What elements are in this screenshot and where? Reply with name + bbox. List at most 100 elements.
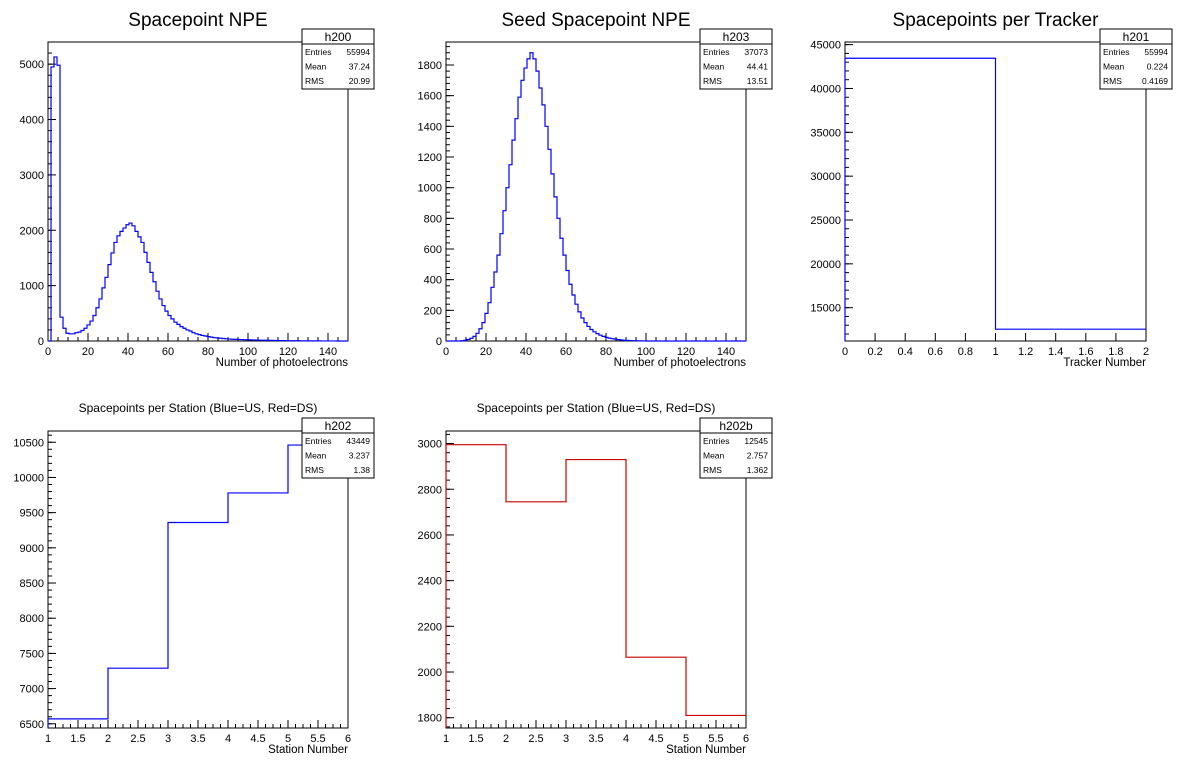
x-tick-label: 1.6: [1078, 346, 1093, 358]
histogram-line: [446, 52, 746, 342]
x-tick-label: 4: [623, 733, 629, 745]
x-tick-label: 3.5: [588, 733, 603, 745]
chart-title: Spacepoints per Station (Blue=US, Red=DS…: [477, 401, 716, 415]
histogram-line: [47, 444, 348, 728]
stats-box: h203 Entries 37073 Mean 44.41 RMS 13.51: [699, 28, 773, 90]
y-tick-label: 0: [38, 336, 44, 348]
y-tick-label: 3000: [20, 170, 44, 182]
y-tick-label: 40000: [810, 83, 841, 95]
x-tick-label: 1: [992, 346, 998, 358]
histogram-line: [445, 444, 746, 728]
x-axis-label: Station Number: [268, 744, 348, 756]
stats-box: h202b Entries 12545 Mean 2.757 RMS 1.362: [699, 417, 773, 479]
x-tick-label: 1.2: [1018, 346, 1033, 358]
y-tick-label: 6500: [20, 719, 44, 731]
stats-entries-label: Entries: [305, 47, 331, 57]
x-tick-label: 0: [842, 346, 848, 358]
x-tick-label: 6: [743, 733, 749, 745]
stats-entries-value: 55994: [1144, 47, 1168, 57]
x-tick-label: 3: [563, 733, 569, 745]
y-tick-label: 1600: [418, 91, 442, 103]
y-tick-label: 5000: [20, 59, 44, 71]
histogram-line: [48, 56, 348, 342]
x-tick-label: 0: [45, 346, 51, 358]
stats-mean-value: 0.224: [1147, 62, 1169, 72]
stats-mean-label: Mean: [703, 451, 725, 461]
stats-mean-label: Mean: [703, 62, 725, 72]
histogram-panel-5: Spacepoints per Station (Blue=US, Red=DS…: [418, 401, 773, 756]
y-tick-label: 400: [424, 275, 442, 287]
x-tick-label: 0.6: [928, 346, 943, 358]
y-tick-label: 1800: [418, 713, 442, 725]
stats-box: h200 Entries 55994 Mean 37.24 RMS 20.99: [301, 28, 375, 90]
y-tick-label: 2800: [418, 484, 442, 496]
x-tick-label: 4.5: [648, 733, 663, 745]
x-tick-label: 0: [443, 346, 449, 358]
stats-box-frame: [1099, 28, 1173, 90]
chart-title: Spacepoint NPE: [128, 10, 267, 31]
chart-title: Spacepoints per Tracker: [893, 10, 1100, 31]
stats-name: h202b: [719, 419, 753, 433]
x-tick-label: 1.5: [70, 733, 85, 745]
stats-mean-label: Mean: [1103, 62, 1125, 72]
stats-box-frame: [699, 28, 773, 90]
x-tick-label: 140: [717, 346, 735, 358]
x-tick-label: 4: [225, 733, 231, 745]
x-tick-label: 100: [637, 346, 655, 358]
x-tick-label: 5.5: [708, 733, 723, 745]
x-axis-label: Number of photoelectrons: [614, 357, 747, 369]
y-tick-label: 10500: [13, 437, 44, 449]
y-tick-label: 1800: [418, 60, 442, 72]
x-tick-label: 5: [683, 733, 689, 745]
stats-box-frame: [699, 417, 773, 479]
y-tick-label: 7000: [20, 684, 44, 696]
stats-rms-label: RMS: [1103, 76, 1122, 86]
x-tick-label: 80: [202, 346, 214, 358]
stats-name: h203: [723, 30, 750, 44]
stats-box-frame: [301, 417, 375, 479]
histogram-panel-1: Spacepoint NPE 0 20 40 60 80 100 120 140 0 1000 200…: [20, 10, 375, 369]
stats-rms-label: RMS: [703, 465, 722, 475]
stats-mean-value: 2.757: [747, 451, 769, 461]
x-tick-label: 20: [480, 346, 492, 358]
histogram-panel-3: Spacepoints per Tracker 0 0.2 0.4 0.6 0.8 1 1.2…: [810, 10, 1173, 369]
chart-title: Spacepoints per Station (Blue=US, Red=DS…: [79, 401, 318, 415]
x-tick-label: 4.5: [250, 733, 265, 745]
y-tick-label: 200: [424, 305, 442, 317]
stats-rms-value: 0.4169: [1142, 76, 1168, 86]
stats-entries-value: 43449: [346, 436, 370, 446]
stats-box: h201 Entries 55994 Mean 0.224 RMS 0.4169: [1099, 28, 1173, 90]
x-tick-label: 100: [239, 346, 257, 358]
x-tick-label: 5: [285, 733, 291, 745]
y-tick-label: 4000: [20, 115, 44, 127]
y-tick-label: 600: [424, 244, 442, 256]
x-tick-label: 2.5: [528, 733, 543, 745]
x-tick-label: 0.2: [867, 346, 882, 358]
x-axis-label: Station Number: [666, 744, 746, 756]
stats-mean-value: 44.41: [747, 62, 769, 72]
x-tick-label: 1.5: [468, 733, 483, 745]
stats-mean-value: 37.24: [349, 62, 371, 72]
stats-entries-label: Entries: [1103, 47, 1129, 57]
x-tick-label: 1.4: [1048, 346, 1063, 358]
y-tick-label: 2000: [20, 225, 44, 237]
stats-entries-value: 12545: [744, 436, 768, 446]
y-tick-label: 45000: [810, 40, 841, 52]
y-tick-label: 30000: [810, 171, 841, 183]
x-tick-label: 3.5: [190, 733, 205, 745]
x-tick-label: 20: [82, 346, 94, 358]
y-tick-label: 7500: [20, 648, 44, 660]
y-tick-label: 15000: [810, 303, 841, 315]
stats-mean-label: Mean: [305, 62, 327, 72]
y-tick-label: 20000: [810, 259, 841, 271]
x-tick-label: 6: [345, 733, 351, 745]
histogram-panel-4: Spacepoints per Station (Blue=US, Red=DS…: [13, 401, 375, 756]
y-tick-label: 2600: [418, 530, 442, 542]
y-tick-label: 9500: [20, 508, 44, 520]
x-tick-label: 120: [279, 346, 297, 358]
y-tick-label: 3000: [418, 439, 442, 451]
stats-rms-label: RMS: [305, 465, 324, 475]
x-tick-label: 120: [677, 346, 695, 358]
